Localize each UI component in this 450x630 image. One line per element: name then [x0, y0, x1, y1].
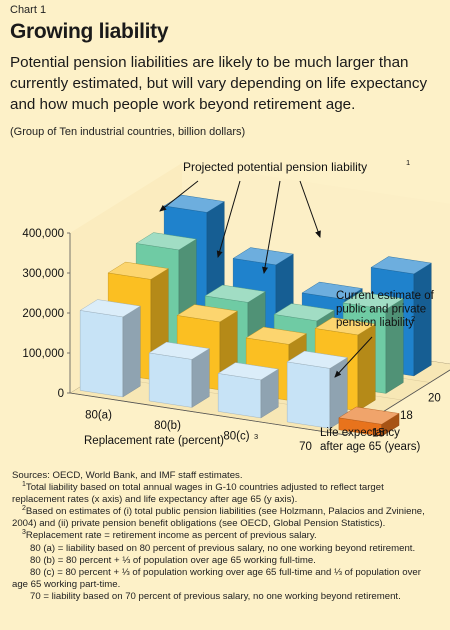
bar-top-face	[370, 256, 432, 275]
annotation-arrow	[216, 180, 241, 258]
footnote-3: 3Replacement rate = retirement income as…	[22, 529, 317, 542]
page-title: Growing liability	[10, 20, 169, 43]
footnote-2: 2Based on estimates of (i) total public …	[22, 505, 425, 518]
bar-front-face	[79, 310, 124, 398]
x-axis-title: Replacement rate (percent)	[84, 435, 224, 447]
bar-80(a)-15	[79, 299, 141, 398]
z-tick-label: 300,000	[22, 268, 64, 280]
y-axis-title: after age 65 (years)	[320, 441, 421, 453]
definition-80a: 80 (a) = liability based on 80 percent o…	[30, 542, 416, 554]
annotation-current: Current estimate of	[336, 290, 435, 302]
y-tick-label: 18	[400, 410, 413, 422]
chart-3d-bar: 0 100,000 200,000 300,000 400,000 80(a) 80(b) 8…	[22, 158, 450, 453]
bar-top-face	[232, 247, 294, 266]
definition-80c: 80 (c) = 80 percent + ⅓ of population wo…	[30, 566, 421, 578]
z-tick-label: 0	[58, 388, 64, 400]
annotation-projected: Projected potential pension liability	[183, 160, 367, 174]
chart-annotations: Projected potential pension liability 1 Cu…	[159, 158, 435, 378]
definition-70: 70 = liability based on 70 percent of pr…	[30, 590, 401, 602]
footnote-sources: Sources: OECD, World Bank, and IMF staff…	[12, 470, 243, 481]
y-axis-title: Life expectancy	[320, 427, 400, 439]
bar-top-face	[107, 261, 169, 280]
bar-top-face	[217, 362, 279, 381]
bar-top-face	[79, 299, 141, 318]
y-tick-label: 15	[372, 427, 385, 439]
bar-top-face	[204, 284, 266, 303]
z-tick-label: 200,000	[22, 308, 64, 320]
bar-side-face	[357, 323, 376, 412]
bar-80(b)-15	[148, 341, 210, 408]
x-tick-label: 70	[299, 441, 312, 453]
footnote-1-cont: replacement rates (x axis) and life expe…	[12, 494, 298, 506]
bar-80(c)-15	[217, 362, 279, 419]
bar-top-face	[135, 232, 197, 251]
bar-top-face	[286, 350, 348, 369]
bar-side-face	[122, 305, 141, 398]
bar-top-face	[342, 291, 404, 310]
annotation-arrow	[262, 180, 281, 274]
bar-front-face	[217, 373, 262, 419]
bar-side-face	[413, 262, 432, 377]
bar-top-face	[148, 341, 210, 360]
definition-80b: 80 (b) = 80 percent + ⅓ of population ov…	[30, 554, 316, 566]
bar-top-face	[338, 406, 400, 425]
x-tick-label: 80(b)	[154, 420, 181, 432]
bar-top-face	[176, 304, 238, 323]
bar-top-face	[273, 303, 335, 322]
x-axis-line	[69, 392, 347, 436]
z-tick-label: 100,000	[22, 348, 64, 360]
z-tick-label: 400,000	[22, 228, 64, 240]
footnotes: Sources: OECD, World Bank, and IMF staff…	[12, 470, 444, 603]
annotation-current-arrow	[334, 336, 373, 378]
bar-top-face	[314, 317, 376, 336]
units-note: (Group of Ten industrial countries, bill…	[10, 126, 246, 138]
bar-70-15	[286, 350, 348, 429]
chart-number: Chart 1	[10, 4, 47, 16]
annotation-arrow	[299, 180, 321, 238]
annotation-current: public and private	[336, 304, 426, 316]
chart-subtitle: Potential pension liabilities are likely…	[10, 54, 428, 113]
footnote-2-cont: 2004) and (ii) private pension benefit o…	[12, 518, 386, 530]
footnote-1: 1Total liability based on total annual w…	[22, 480, 384, 494]
annotation-projected-sup: 1	[406, 158, 410, 167]
annotation-current: pension liability	[336, 317, 414, 329]
bar-top-face	[245, 326, 307, 345]
x-tick-label: 80(c)	[223, 430, 249, 442]
y-tick-label: 20	[428, 392, 441, 404]
chart-labels: 0 100,000 200,000 300,000 400,000 80(a) 80(b) 8…	[22, 228, 441, 453]
bar-front-face	[286, 361, 331, 429]
annotation-current-sup: 2	[411, 314, 415, 323]
x-axis-title-sup: 3	[254, 432, 258, 441]
definition-80c-cont: age 65 working part-time.	[12, 578, 121, 590]
bar-current-estimate	[338, 406, 400, 437]
bar-top-face	[301, 281, 363, 300]
x-tick-label: 80(a)	[85, 409, 112, 421]
bar-front-face	[148, 352, 193, 408]
chart-bars	[79, 194, 432, 437]
annotation-arrow	[159, 180, 199, 212]
